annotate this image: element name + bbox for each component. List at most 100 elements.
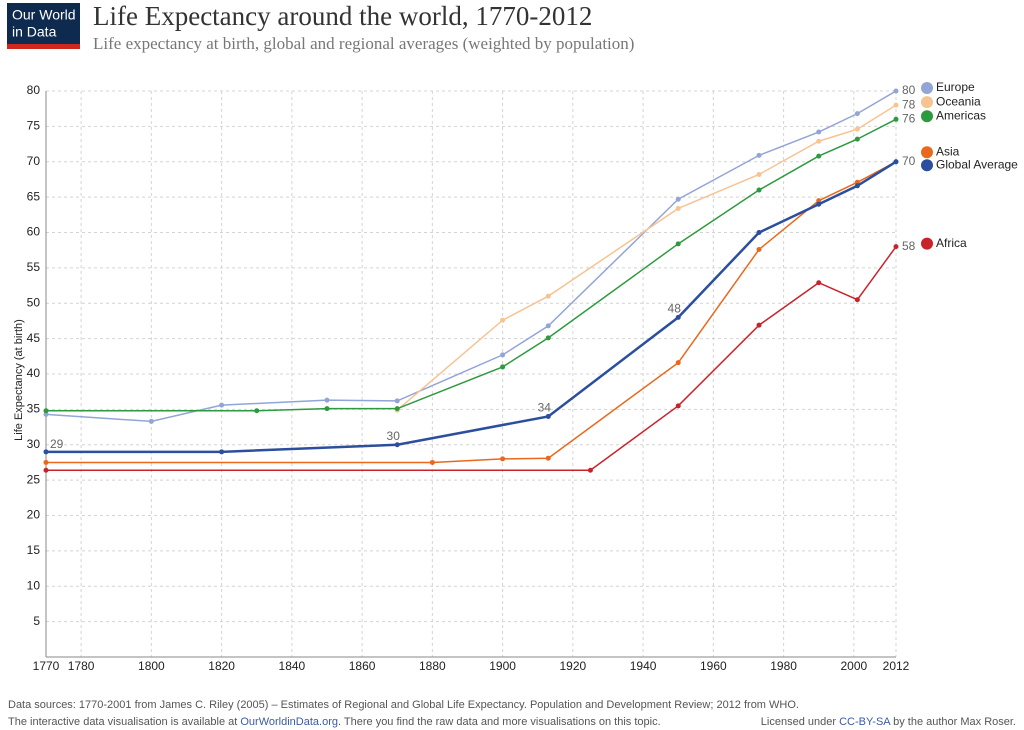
y-tick-label: 70 [27, 154, 41, 168]
point [816, 201, 822, 207]
point [43, 408, 49, 414]
x-tick-label: 1960 [700, 659, 727, 673]
value-label: 30 [387, 429, 401, 443]
legend-item[interactable]: Oceania [921, 94, 981, 108]
point [816, 129, 822, 135]
point [893, 159, 899, 165]
point [500, 317, 506, 323]
point [219, 449, 225, 455]
logo[interactable]: Our World in Data [7, 3, 80, 49]
legend-item[interactable]: Global Average [921, 157, 1018, 171]
point [324, 397, 330, 403]
value-label: 80 [902, 83, 916, 97]
point [893, 244, 899, 250]
point [545, 413, 551, 419]
logo-text: in Data [12, 24, 57, 40]
x-tick-label: 1880 [419, 659, 446, 673]
y-tick-label: 45 [27, 331, 41, 345]
point [675, 196, 681, 202]
x-tick-label: 2012 [883, 659, 910, 673]
point [394, 406, 400, 412]
legend-item[interactable]: Americas [921, 108, 986, 122]
point [675, 360, 681, 366]
y-tick-label: 55 [27, 260, 41, 274]
legend-swatch [921, 237, 933, 250]
footer-note: The interactive data visualisation is av… [8, 716, 661, 728]
point [587, 467, 593, 473]
legend-label: Asia [936, 144, 960, 158]
legend-item[interactable]: Africa [921, 236, 967, 250]
series: 29 30 34 48 70 [43, 154, 916, 455]
x-tick-label: 1840 [279, 659, 306, 673]
logo-box [7, 3, 80, 49]
legend-label: Africa [936, 236, 967, 250]
y-tick-label: 35 [27, 402, 41, 416]
point [854, 111, 860, 117]
chart-subtitle: Life expectancy at birth, global and reg… [93, 34, 634, 53]
legend-label: Global Average [936, 157, 1018, 171]
point [816, 138, 822, 144]
legend-swatch [921, 110, 933, 123]
footer-link[interactable]: CC-BY-SA [839, 716, 891, 728]
footer-text: Licensed under [761, 716, 837, 728]
y-tick-label: 65 [27, 189, 41, 203]
y-tick-label: 5 [33, 614, 40, 628]
point [756, 152, 762, 158]
point [756, 230, 762, 235]
line [396, 104, 897, 411]
point [219, 402, 225, 408]
x-tick-label: 1940 [630, 659, 657, 673]
point [675, 314, 681, 320]
footer-link[interactable]: OurWorldinData.org [240, 716, 338, 728]
x-tick-label: 1780 [68, 659, 95, 673]
point [43, 411, 49, 417]
point [756, 246, 762, 252]
y-tick-label: 15 [27, 543, 41, 557]
value-label: 29 [50, 437, 64, 451]
logo-bar [7, 44, 80, 49]
x-tick-label: 2000 [840, 659, 867, 673]
point [394, 398, 400, 404]
legend-item[interactable]: Europe [921, 80, 975, 94]
y-tick-label: 25 [27, 472, 41, 486]
value-label: 76 [902, 111, 916, 125]
y-tick-label: 30 [27, 437, 41, 451]
point [675, 403, 681, 409]
legend-label: Americas [936, 108, 986, 122]
y-tick-label: 60 [27, 225, 41, 239]
y-axis-label: Life Expectancy (at birth) [13, 319, 25, 441]
point [500, 456, 506, 462]
series: 58 [43, 239, 916, 473]
footer-text: The interactive data visualisation is av… [8, 716, 237, 728]
x-tick-label: 1900 [489, 659, 516, 673]
point [756, 171, 762, 177]
line [46, 118, 897, 412]
line [46, 160, 897, 454]
line [46, 246, 897, 471]
point [500, 364, 506, 370]
point [545, 293, 551, 299]
legend-swatch [921, 96, 933, 109]
point [43, 459, 49, 465]
footer-text: . There you find the raw data and more v… [338, 716, 661, 728]
point [756, 187, 762, 193]
legend-swatch [921, 146, 933, 159]
x-tick-label: 1980 [770, 659, 797, 673]
series [43, 159, 899, 465]
point [854, 183, 860, 189]
legend-label: Europe [936, 80, 975, 94]
legend-label: Oceania [936, 94, 981, 108]
point [545, 323, 551, 329]
point [675, 241, 681, 247]
point [756, 322, 762, 328]
y-tick-label: 40 [27, 366, 41, 380]
line [46, 161, 897, 464]
legend-item[interactable]: Asia [921, 144, 960, 158]
point [816, 280, 822, 286]
point [148, 418, 154, 424]
point [893, 88, 899, 94]
x-tick-label: 1920 [560, 659, 587, 673]
logo-text: Our World [12, 7, 76, 23]
point [429, 459, 435, 465]
